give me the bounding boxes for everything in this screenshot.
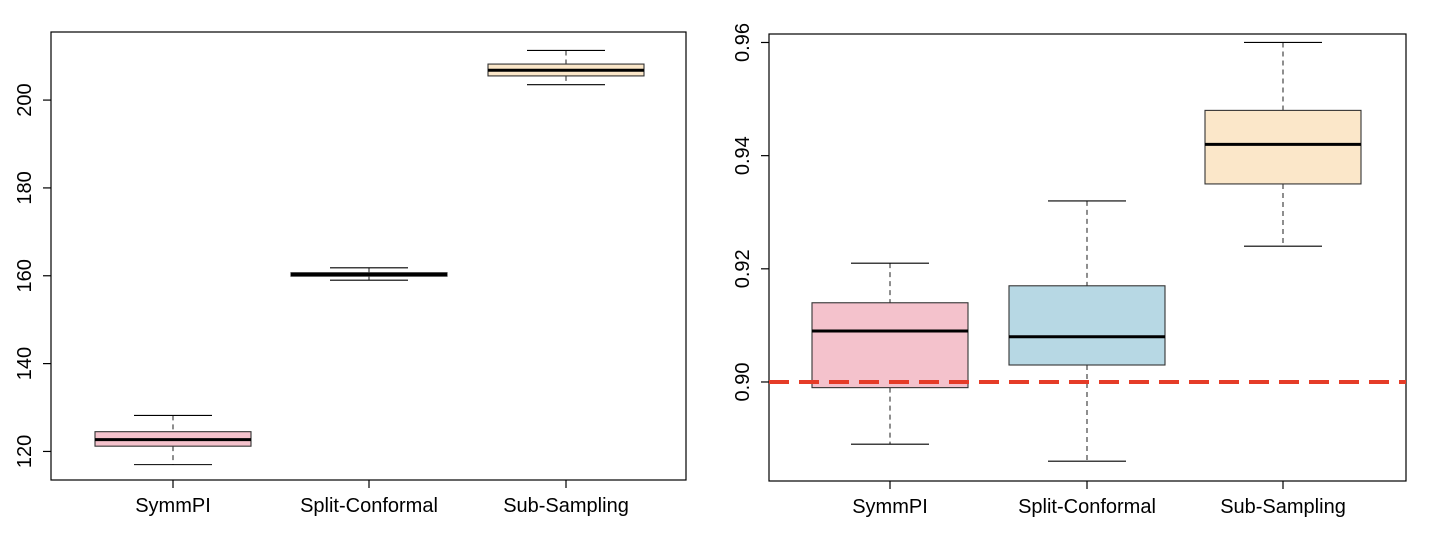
box-symmpi <box>811 262 969 445</box>
box-sub-sampling <box>1204 41 1362 247</box>
boxplot-panel-coverage: 0.90 0.92 0.94 0.96 SymmPI Split-Conformal Sub… <box>732 23 1407 518</box>
y-tick-label: 180 <box>14 171 36 204</box>
x-tick-label: SymmPI <box>852 496 928 518</box>
box-iqr <box>1204 109 1362 185</box>
box-symmpi <box>94 414 252 466</box>
plot-frame <box>50 31 687 481</box>
x-tick-label: Split-Conformal <box>1018 496 1156 518</box>
y-tick-label: 0.96 <box>732 23 754 62</box>
box-iqr <box>1008 285 1166 366</box>
y-tick-label: 140 <box>14 347 36 380</box>
y-tick-label: 120 <box>14 435 36 468</box>
box-split-conformal <box>290 267 448 281</box>
x-tick-label: Sub-Sampling <box>1220 496 1346 518</box>
y-tick-label: 160 <box>14 259 36 292</box>
y-tick-label: 0.94 <box>732 136 754 175</box>
boxplot-panel-widths: 120 140 160 180 200 SymmPI Split-Conformal Sub-… <box>14 31 687 517</box>
y-tick-label: 200 <box>14 83 36 116</box>
x-tick-label: Split-Conformal <box>300 495 438 517</box>
x-tick-label: Sub-Sampling <box>503 495 629 517</box>
box-sub-sampling <box>487 49 645 86</box>
box-iqr <box>811 302 969 389</box>
y-tick-label: 0.92 <box>732 249 754 288</box>
x-tick-label: SymmPI <box>135 495 211 517</box>
box-split-conformal <box>1008 200 1166 462</box>
y-tick-label: 0.90 <box>732 363 754 402</box>
